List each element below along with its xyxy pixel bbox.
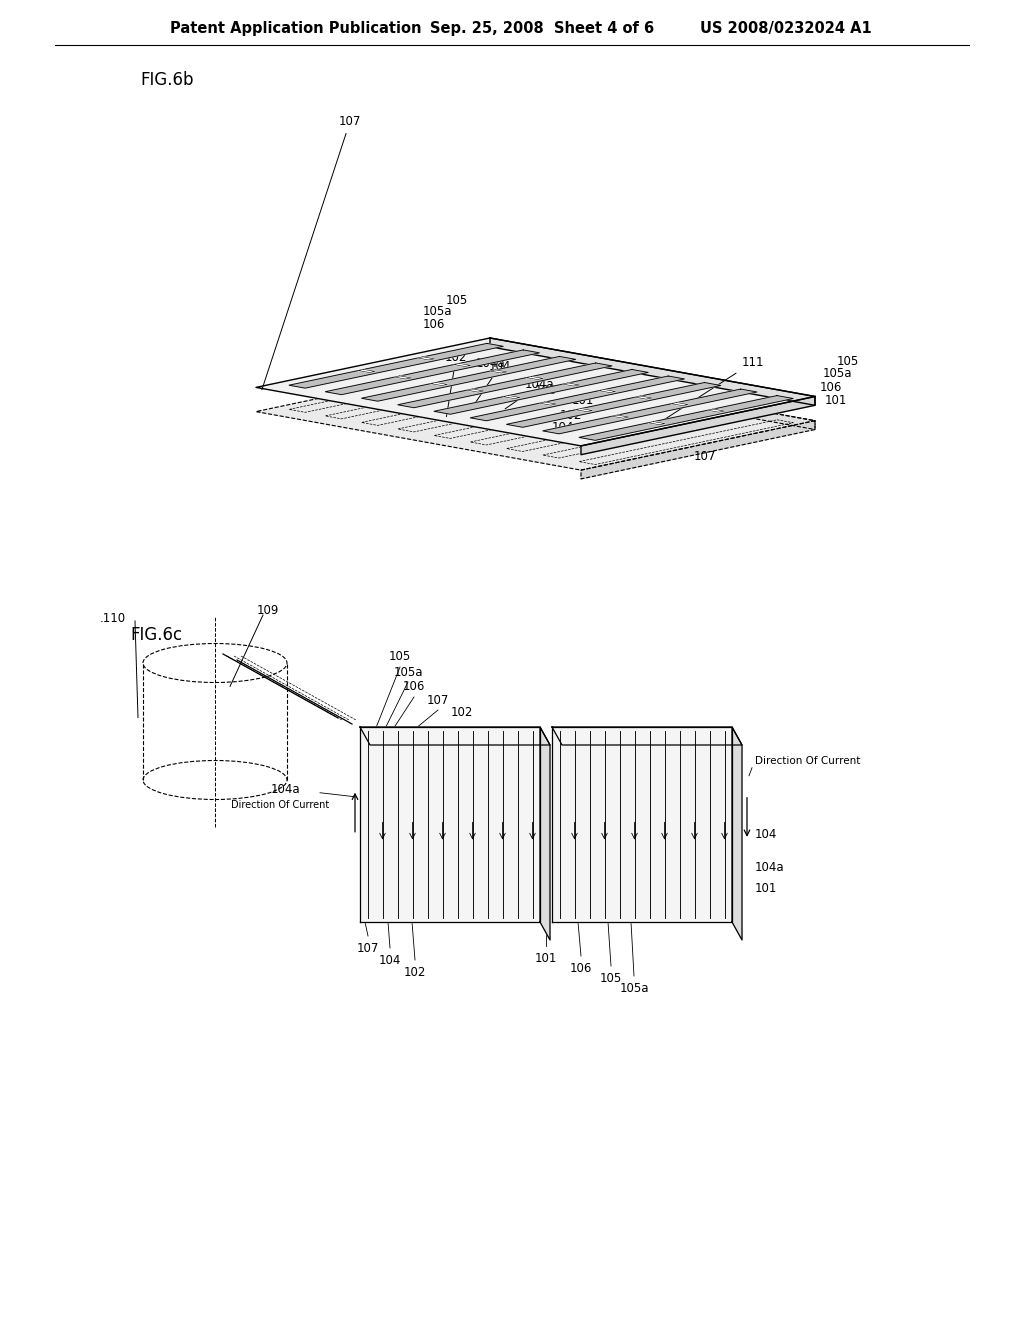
Polygon shape <box>562 383 580 385</box>
Text: 107: 107 <box>694 450 716 462</box>
Polygon shape <box>397 363 612 408</box>
Polygon shape <box>503 396 520 399</box>
Text: 106: 106 <box>402 681 425 693</box>
Text: 105: 105 <box>389 651 411 664</box>
Polygon shape <box>575 408 592 412</box>
Polygon shape <box>635 396 651 399</box>
Text: 104a: 104a <box>505 379 555 409</box>
Polygon shape <box>540 403 556 405</box>
Polygon shape <box>552 727 732 921</box>
Text: 104a: 104a <box>270 783 300 796</box>
Text: 102: 102 <box>560 409 583 422</box>
Polygon shape <box>431 383 447 385</box>
Polygon shape <box>434 370 648 414</box>
Polygon shape <box>418 356 434 360</box>
Polygon shape <box>394 376 411 379</box>
Text: 102: 102 <box>444 351 467 417</box>
Text: 107: 107 <box>427 693 450 706</box>
Polygon shape <box>581 421 815 479</box>
Text: 104: 104 <box>379 953 401 966</box>
Polygon shape <box>490 362 815 429</box>
Text: 103: 103 <box>536 384 557 397</box>
Polygon shape <box>467 389 483 392</box>
Polygon shape <box>490 338 815 405</box>
Polygon shape <box>579 396 794 441</box>
Polygon shape <box>732 727 742 940</box>
Text: 106: 106 <box>569 961 592 974</box>
Text: Direction Of Current: Direction Of Current <box>755 756 860 766</box>
Polygon shape <box>543 389 757 434</box>
Polygon shape <box>490 370 507 374</box>
Text: 111: 111 <box>656 356 764 425</box>
Polygon shape <box>599 389 615 392</box>
Polygon shape <box>289 343 503 388</box>
Text: 106: 106 <box>423 318 445 331</box>
Text: 105: 105 <box>600 972 623 985</box>
Text: 102: 102 <box>451 706 473 719</box>
Text: FIG.6c: FIG.6c <box>130 626 182 644</box>
Text: 101: 101 <box>825 393 848 407</box>
Text: 105: 105 <box>445 294 468 308</box>
Polygon shape <box>672 403 688 405</box>
Polygon shape <box>361 356 575 401</box>
Text: Sep. 25, 2008  Sheet 4 of 6: Sep. 25, 2008 Sheet 4 of 6 <box>430 21 654 36</box>
Text: 107: 107 <box>262 115 361 389</box>
Text: 106: 106 <box>820 380 843 393</box>
Text: 104a: 104a <box>476 356 505 370</box>
Polygon shape <box>454 363 470 367</box>
Polygon shape <box>358 370 375 372</box>
Polygon shape <box>581 396 815 454</box>
Text: 104a: 104a <box>755 861 784 874</box>
Text: 105a: 105a <box>823 367 853 380</box>
Text: 105: 105 <box>837 355 859 368</box>
Text: Patent Application Publication: Patent Application Publication <box>170 21 422 36</box>
Polygon shape <box>470 376 684 421</box>
Polygon shape <box>526 376 543 380</box>
Text: .110: .110 <box>100 611 126 624</box>
Text: FIG.6b: FIG.6b <box>140 71 194 88</box>
Polygon shape <box>507 383 721 428</box>
Polygon shape <box>708 409 724 412</box>
Text: Direction Of Current: Direction Of Current <box>230 800 329 809</box>
Text: 102: 102 <box>403 965 426 978</box>
Text: 107: 107 <box>356 941 379 954</box>
Text: 105a: 105a <box>620 982 649 994</box>
Polygon shape <box>648 421 665 425</box>
Text: US 2008/0232024 A1: US 2008/0232024 A1 <box>700 21 871 36</box>
Polygon shape <box>552 727 742 744</box>
Text: 104: 104 <box>473 360 511 405</box>
Text: 101: 101 <box>572 395 595 407</box>
Polygon shape <box>326 350 540 395</box>
Text: 101: 101 <box>535 952 557 965</box>
Text: 105a: 105a <box>393 665 423 678</box>
Polygon shape <box>256 338 815 446</box>
Text: 104: 104 <box>552 421 574 434</box>
Polygon shape <box>360 727 540 921</box>
Polygon shape <box>360 727 550 744</box>
Text: 101: 101 <box>755 882 777 895</box>
Polygon shape <box>256 362 815 470</box>
Text: 105a: 105a <box>423 305 452 318</box>
Polygon shape <box>612 414 629 418</box>
Text: 109: 109 <box>257 605 280 618</box>
Text: 104: 104 <box>755 828 777 841</box>
Polygon shape <box>540 727 550 940</box>
